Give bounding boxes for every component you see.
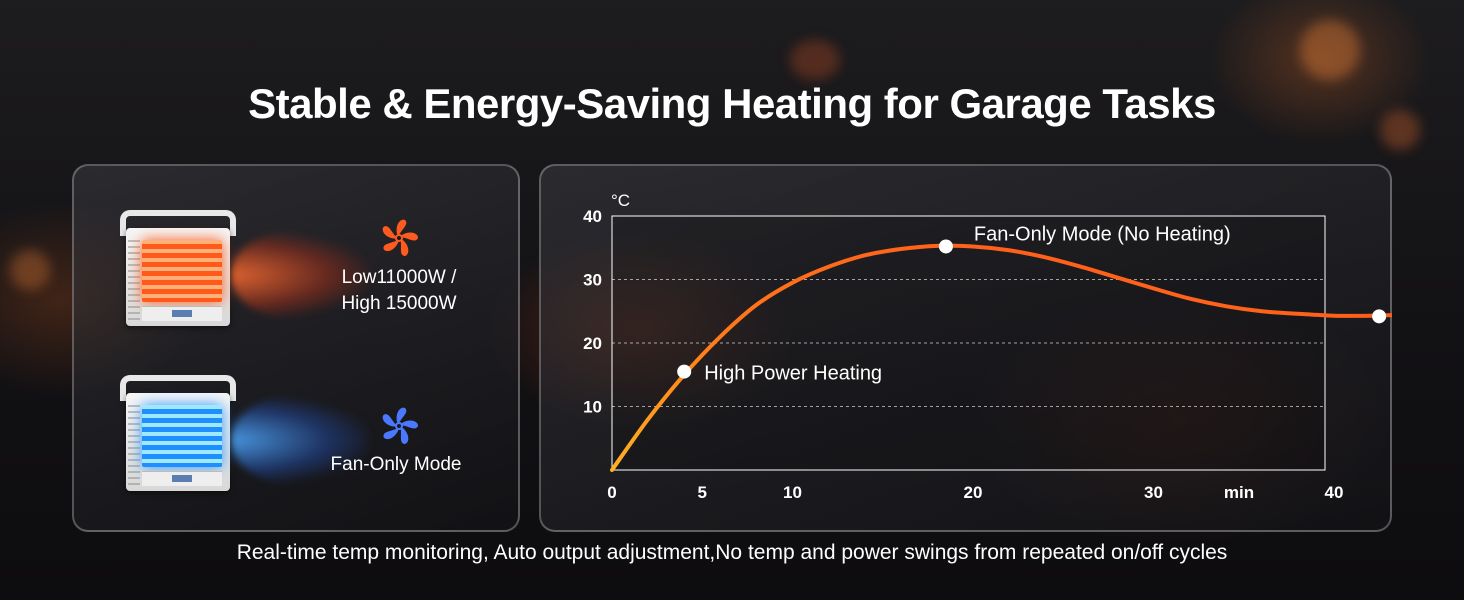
x-tick-label: 30: [1144, 483, 1163, 502]
x-axis-unit: min: [1224, 483, 1254, 502]
warm-airflow: [230, 230, 370, 320]
x-tick-label: 10: [783, 483, 802, 502]
heater-image-cool: [120, 375, 238, 493]
annotation-point: [938, 239, 953, 254]
y-tick-label: 10: [583, 398, 602, 417]
background-glow: [1380, 110, 1420, 150]
annotation-label: Fan-Only Mode (No Heating): [974, 223, 1231, 245]
fan-only-mode-label: Fan-Only Mode: [330, 454, 462, 475]
y-tick-label: 20: [583, 334, 602, 353]
power-high-label: High 15000W: [341, 293, 457, 314]
page-title: Stable & Energy-Saving Heating for Garag…: [248, 80, 1216, 127]
background-glow: [790, 40, 840, 80]
fan-icon: [382, 407, 418, 445]
cool-airflow: [230, 395, 370, 485]
heater-image-warm: [120, 210, 238, 328]
y-tick-label: 30: [583, 271, 602, 290]
fan-icon: [382, 219, 418, 257]
x-tick-label: 40: [1325, 483, 1344, 502]
annotation-label: High Power Heating: [704, 363, 882, 385]
background-glow: [10, 250, 50, 290]
heating-mode-label: Low11000W / High 15000W: [299, 265, 499, 317]
temperature-curve: [610, 243, 1392, 472]
background-glow: [1300, 20, 1360, 80]
x-tick-label: 5: [698, 483, 707, 502]
power-low-label: Low11000W /: [341, 267, 457, 288]
chart-panel: [539, 164, 1392, 532]
annotation-point: [1372, 309, 1387, 324]
footer-caption: Real-time temp monitoring, Auto output a…: [236, 541, 1228, 564]
x-tick-label: 0: [607, 483, 616, 502]
annotation-point: [677, 364, 692, 379]
x-tick-label: 20: [964, 483, 983, 502]
y-tick-label: 40: [583, 207, 602, 226]
y-axis-unit: °C: [611, 191, 630, 210]
